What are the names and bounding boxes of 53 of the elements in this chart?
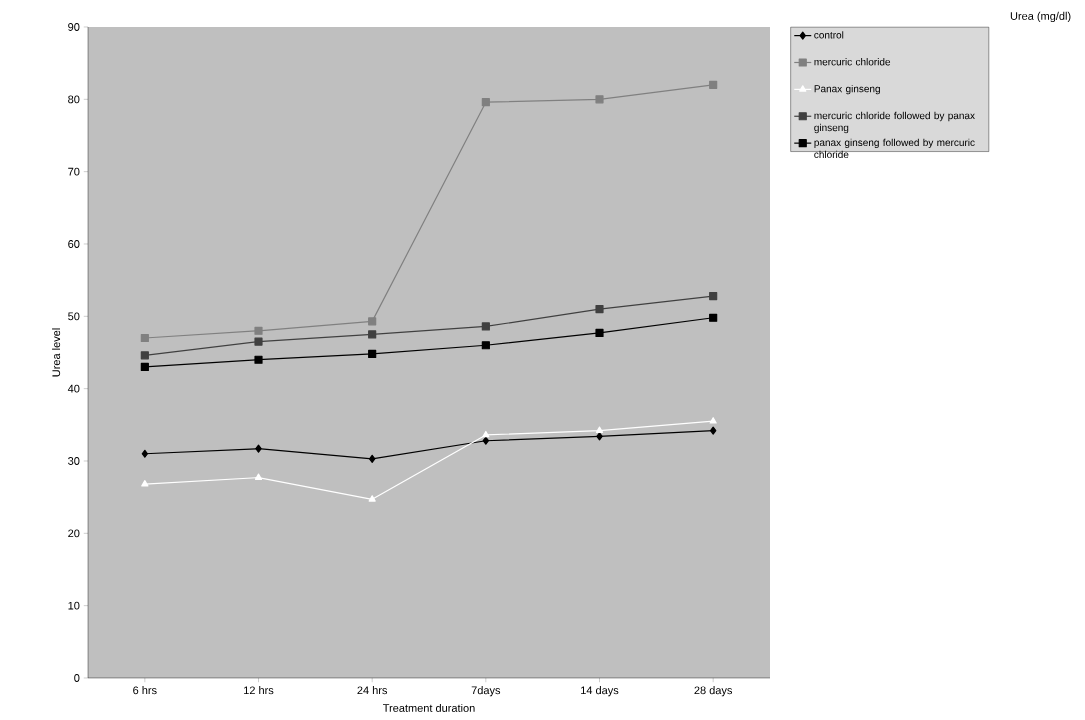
legend-label: mercuric chloride	[814, 58, 891, 66]
point	[595, 305, 604, 314]
point	[141, 449, 149, 458]
x-tick-label: 28 days	[694, 686, 733, 697]
point	[709, 313, 718, 322]
point	[595, 328, 604, 338]
point	[709, 291, 718, 301]
x-tick-label: 6 hrs	[133, 686, 157, 695]
point	[255, 444, 262, 453]
legend-label: Panax ginseng	[814, 84, 880, 95]
x-axis-title: Treatment duration	[382, 703, 475, 712]
point	[595, 426, 604, 433]
text: Urea (mg/dl)	[1010, 11, 1071, 23]
legend-label: panax ginseng followed by mercuric chloride	[814, 138, 975, 159]
y-tick-label: 20	[68, 529, 80, 538]
point	[709, 426, 717, 435]
legend-label: control	[814, 31, 844, 39]
point	[141, 480, 149, 487]
x-tick-label: 24 hrs	[357, 686, 388, 695]
y-tick-label: 90	[68, 23, 80, 31]
point	[140, 362, 149, 372]
point	[140, 351, 149, 360]
point	[140, 333, 149, 343]
point	[254, 326, 263, 335]
y-tick-label: 60	[68, 240, 80, 248]
point	[481, 98, 490, 107]
y-tick-label: 80	[68, 95, 80, 104]
point	[482, 436, 490, 445]
y-tick-label: 30	[68, 457, 80, 465]
point	[709, 417, 717, 424]
point	[368, 330, 377, 339]
y-tick-label: 70	[68, 167, 80, 176]
x-tick-label: 12 hrs	[244, 686, 274, 695]
point	[482, 430, 490, 438]
point	[596, 432, 603, 441]
point	[254, 473, 263, 480]
point	[481, 322, 490, 331]
x-tick-label: 7days	[471, 686, 501, 697]
point	[595, 95, 604, 104]
y-tick-label: 10	[68, 601, 80, 610]
x-tick-label: 14 days	[581, 686, 619, 697]
point	[481, 341, 490, 350]
point	[254, 355, 263, 364]
point	[709, 80, 718, 89]
point	[368, 349, 377, 359]
y-tick-label: 0	[74, 674, 80, 682]
point	[368, 454, 376, 463]
y-tick-label: 40	[67, 384, 80, 393]
point	[368, 317, 377, 326]
point	[254, 337, 263, 346]
y-tick-label: 50	[68, 312, 80, 321]
y-axis-title: Urea level	[52, 328, 61, 377]
point	[368, 495, 376, 502]
